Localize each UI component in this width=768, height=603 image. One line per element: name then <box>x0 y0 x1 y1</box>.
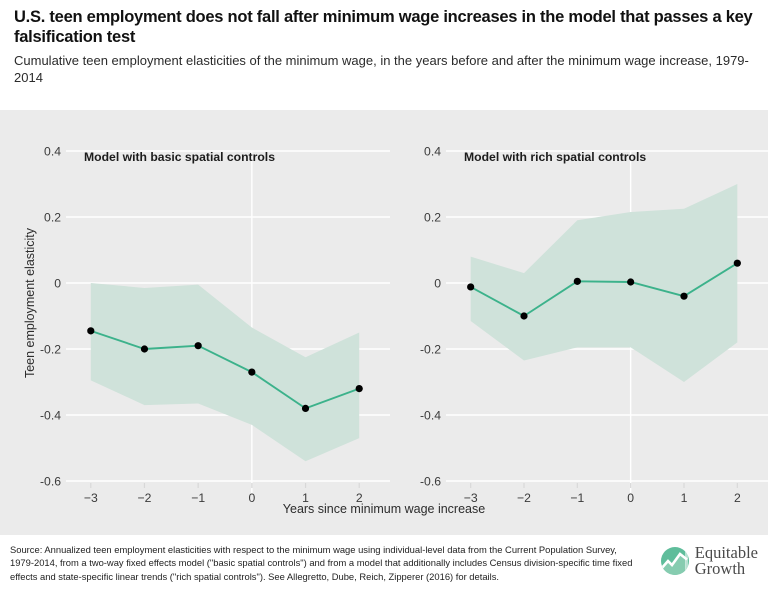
page-title: U.S. teen employment does not fall after… <box>14 8 753 46</box>
x-tick-label: −3 <box>84 491 98 505</box>
x-tick-label: 2 <box>356 491 363 505</box>
confidence-band <box>90 283 360 462</box>
data-point <box>520 312 528 320</box>
data-point <box>573 277 581 285</box>
chart-panel-basic-spatial-controls: 0.4 0.2 0 -0.2 -0.4 -0.6 −3 −2 −1 0 1 2 Model with … <box>0 110 390 535</box>
logo-word-equitable: Equitable <box>694 543 758 562</box>
y-tick-label: -0.6 <box>40 474 61 488</box>
x-tick-label: 1 <box>681 491 688 505</box>
y-tick-label: -0.6 <box>420 474 441 488</box>
source-note: Source: Annualized teen employment elast… <box>10 544 633 582</box>
chart-header: U.S. teen employment does not fall after… <box>0 0 768 87</box>
logo-word-growth: Growth <box>694 559 746 578</box>
data-point <box>680 292 688 300</box>
y-tick-label: 0 <box>54 276 61 290</box>
y-tick-label: -0.2 <box>40 342 61 356</box>
y-tick-label: 0.4 <box>44 144 61 158</box>
panel-title: Model with basic spatial controls <box>84 150 275 164</box>
data-point <box>733 259 741 267</box>
chart-footer: Source: Annualized teen employment elast… <box>0 535 768 603</box>
data-point <box>301 404 310 412</box>
page-subtitle: Cumulative teen employment elasticities … <box>14 53 749 85</box>
x-tick-label: 1 <box>302 491 309 505</box>
x-tick-label: −2 <box>517 491 531 505</box>
chart-panel-rich-spatial-controls: 0.4 0.2 0 -0.2 -0.4 -0.6 −3 −2 −1 0 1 2 Model with … <box>390 110 768 535</box>
x-tick-label: 0 <box>627 491 634 505</box>
plot-area: 0.4 0.2 0 -0.2 -0.4 -0.6 −3 −2 −1 0 1 2 <box>40 144 390 505</box>
x-tick-label: −3 <box>464 491 478 505</box>
y-tick-label: 0.2 <box>424 210 441 224</box>
x-tick-label: −1 <box>570 491 584 505</box>
y-tick-label: 0.4 <box>424 144 441 158</box>
chart-figure: Teen employment elasticity Years since m… <box>0 110 768 535</box>
x-tick-label: −2 <box>138 491 152 505</box>
x-tick-label: −1 <box>191 491 205 505</box>
panel-title: Model with rich spatial controls <box>464 150 647 164</box>
y-tick-label: -0.4 <box>40 408 61 422</box>
x-axis-title: Years since minimum wage increase <box>282 502 486 516</box>
data-point <box>355 385 363 393</box>
x-tick-label: 0 <box>248 491 255 505</box>
data-point <box>467 283 475 291</box>
data-point <box>87 327 95 335</box>
series-line <box>470 262 738 317</box>
chart-circle-logo-icon <box>660 547 689 575</box>
plot-area: 0.4 0.2 0 -0.2 -0.4 -0.6 −3 −2 −1 0 1 2 <box>420 144 768 505</box>
x-tick-label: 2 <box>734 491 741 505</box>
data-point <box>248 368 256 376</box>
equitable-growth-logo: Equitable Growth <box>660 543 758 578</box>
data-point <box>140 345 149 353</box>
logo-wordmark: Equitable Growth <box>694 543 758 578</box>
data-point <box>194 342 202 350</box>
y-tick-label: -0.2 <box>420 342 441 356</box>
y-tick-label: -0.4 <box>420 408 441 422</box>
y-tick-label: 0 <box>434 276 441 290</box>
series-line <box>90 329 360 410</box>
data-point <box>627 278 635 286</box>
confidence-band <box>470 184 738 382</box>
y-tick-label: 0.2 <box>44 210 61 224</box>
